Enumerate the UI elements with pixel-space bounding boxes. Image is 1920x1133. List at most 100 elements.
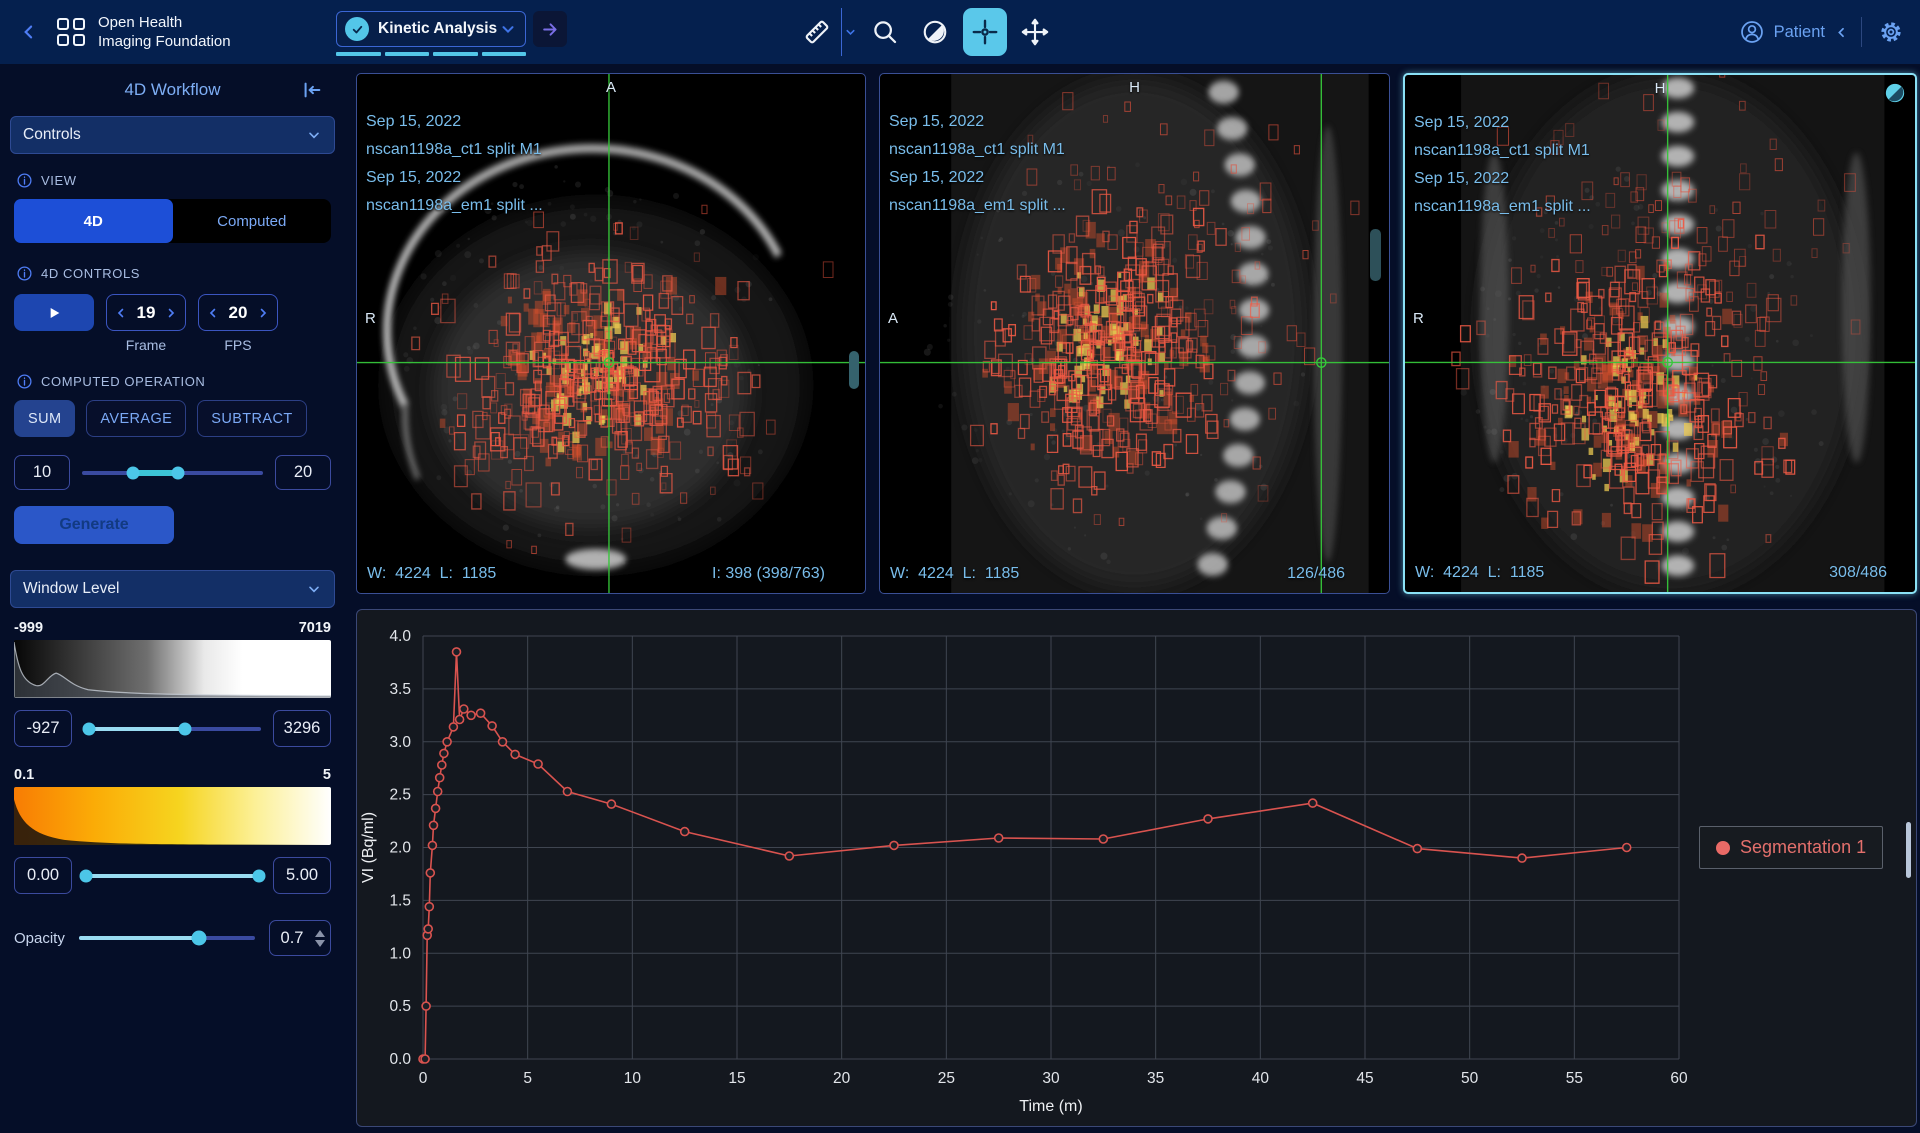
svg-text:40: 40	[1252, 1070, 1270, 1087]
slice-scrollbar-thumb[interactable]	[1370, 229, 1381, 281]
svg-text:45: 45	[1356, 1070, 1373, 1087]
operation-subtract-button[interactable]: SUBTRACT	[197, 400, 306, 437]
computed-operation-label: COMPUTED OPERATION	[41, 374, 205, 389]
info-icon[interactable]	[16, 172, 33, 189]
svg-text:VI (Bq/ml): VI (Bq/ml)	[360, 812, 377, 883]
pt-window-high-input[interactable]	[273, 857, 331, 894]
frame-value: 19	[137, 303, 156, 323]
pt-high-handle[interactable]	[253, 869, 266, 882]
chevron-down-icon	[844, 25, 857, 39]
spinner-up-icon[interactable]	[315, 930, 325, 937]
info-icon[interactable]	[16, 373, 33, 390]
workflow-select[interactable]: Kinetic Analysis	[336, 11, 526, 47]
measure-tool-button[interactable]	[795, 8, 839, 56]
collapse-panel-button[interactable]	[301, 79, 323, 106]
app-window: Open Health Imaging Foundation Kinetic A…	[0, 0, 1920, 1133]
app-title-line1: Open Health	[98, 13, 231, 32]
series-description-ct: nscan1198a_ct1 split M1	[366, 136, 543, 164]
svg-text:15: 15	[728, 1070, 745, 1087]
info-icon[interactable]	[16, 265, 33, 282]
play-icon	[46, 305, 62, 321]
check-circle-icon	[345, 17, 369, 41]
spinner-down-icon[interactable]	[315, 940, 325, 947]
view-toggle-4d[interactable]: 4D	[14, 199, 173, 243]
legend-series-label: Segmentation 1	[1740, 837, 1866, 858]
pt-histogram-curve	[14, 787, 331, 845]
svg-text:60: 60	[1670, 1070, 1688, 1087]
range-end-input[interactable]	[275, 455, 331, 490]
opacity-slider[interactable]	[79, 936, 255, 940]
slice-info-overlay: 126/486	[1287, 565, 1345, 583]
window-level-tool-button[interactable]	[913, 8, 957, 56]
frame-increment-button[interactable]	[164, 306, 178, 320]
back-button[interactable]	[14, 12, 44, 52]
window-level-section-header[interactable]: Window Level	[10, 570, 335, 608]
pt-range-max: 5	[323, 767, 331, 783]
app-title: Open Health Imaging Foundation	[98, 13, 231, 51]
slice-scrollbar-thumb[interactable]	[849, 351, 859, 389]
ct-high-handle[interactable]	[178, 722, 191, 735]
viewport-axial[interactable]: Sep 15, 2022 nscan1198a_ct1 split M1 Sep…	[356, 73, 866, 594]
pt-colormap	[14, 787, 331, 845]
zoom-tool-button[interactable]	[863, 8, 907, 56]
series-description-ct: nscan1198a_ct1 split M1	[1414, 137, 1591, 165]
viewport-sagittal[interactable]: Sep 15, 2022 nscan1198a_ct1 split M1 Sep…	[879, 73, 1390, 594]
slice-info-overlay: I: 398 (398/763)	[712, 565, 825, 583]
range-end-handle[interactable]	[171, 466, 184, 479]
ct-window-high-input[interactable]	[273, 710, 331, 747]
opacity-label: Opacity	[14, 930, 65, 947]
fps-decrement-button[interactable]	[206, 306, 220, 320]
pan-tool-button[interactable]	[1013, 8, 1057, 56]
ct-low-handle[interactable]	[83, 722, 96, 735]
view-label: VIEW	[41, 173, 77, 188]
study-date-2: Sep 15, 2022	[1414, 165, 1591, 193]
svg-text:3.0: 3.0	[389, 734, 411, 751]
ct-window-low-input[interactable]	[14, 710, 72, 747]
orientation-marker-left: R	[1413, 310, 1424, 327]
frame-range-slider[interactable]	[82, 471, 263, 475]
range-start-input[interactable]	[14, 455, 70, 490]
operation-average-button[interactable]: AVERAGE	[86, 400, 186, 437]
play-button[interactable]	[14, 294, 94, 331]
settings-button[interactable]	[1874, 15, 1908, 49]
move-icon	[1020, 17, 1050, 47]
time-activity-chart[interactable]: 0510152025303540455055600.00.51.01.52.02…	[357, 610, 1916, 1126]
legend-scrollbar-thumb[interactable]	[1906, 822, 1911, 878]
generate-button[interactable]: Generate	[14, 506, 174, 544]
pt-low-handle[interactable]	[79, 869, 92, 882]
study-date-2: Sep 15, 2022	[366, 164, 543, 192]
pt-window-slider[interactable]	[84, 874, 261, 878]
svg-text:10: 10	[624, 1070, 642, 1087]
window-level-overlay: W: 4224 L: 1185	[1415, 564, 1544, 582]
orientation-marker-top: H	[1129, 79, 1140, 96]
pt-window-low-input[interactable]	[14, 857, 72, 894]
top-bar: Open Health Imaging Foundation Kinetic A…	[0, 0, 1920, 64]
toolbar-divider	[1861, 17, 1862, 47]
crosshairs-tool-button[interactable]	[963, 8, 1007, 56]
orientation-marker-top: A	[606, 79, 616, 96]
operation-sum-button[interactable]: SUM	[14, 400, 75, 437]
patient-panel-button[interactable]: Patient	[1739, 19, 1849, 45]
patient-icon	[1739, 19, 1765, 45]
view-toggle-computed[interactable]: Computed	[173, 199, 332, 243]
workflow-advance-button[interactable]	[533, 11, 567, 47]
app-logo-icon[interactable]	[54, 15, 88, 49]
ct-window-slider[interactable]	[84, 727, 261, 731]
opacity-handle[interactable]	[191, 931, 206, 946]
chart-legend[interactable]: Segmentation 1	[1699, 826, 1883, 869]
fps-label: FPS	[198, 337, 278, 353]
controls-section-header[interactable]: Controls	[10, 116, 335, 154]
measure-tool-caret[interactable]	[841, 8, 857, 56]
viewport-window-level-icon[interactable]	[1884, 82, 1906, 109]
viewport-coronal[interactable]: Sep 15, 2022 nscan1198a_ct1 split M1 Sep…	[1403, 73, 1917, 594]
fps-increment-button[interactable]	[256, 306, 270, 320]
patient-label: Patient	[1774, 23, 1825, 42]
range-start-handle[interactable]	[126, 466, 139, 479]
svg-text:1.5: 1.5	[389, 892, 411, 909]
series-description-pt: nscan1198a_em1 split ...	[366, 192, 543, 220]
chevron-left-icon	[1834, 25, 1849, 40]
svg-text:0: 0	[419, 1070, 428, 1087]
svg-text:4.0: 4.0	[389, 628, 411, 645]
svg-text:20: 20	[833, 1070, 851, 1087]
frame-decrement-button[interactable]	[114, 306, 128, 320]
